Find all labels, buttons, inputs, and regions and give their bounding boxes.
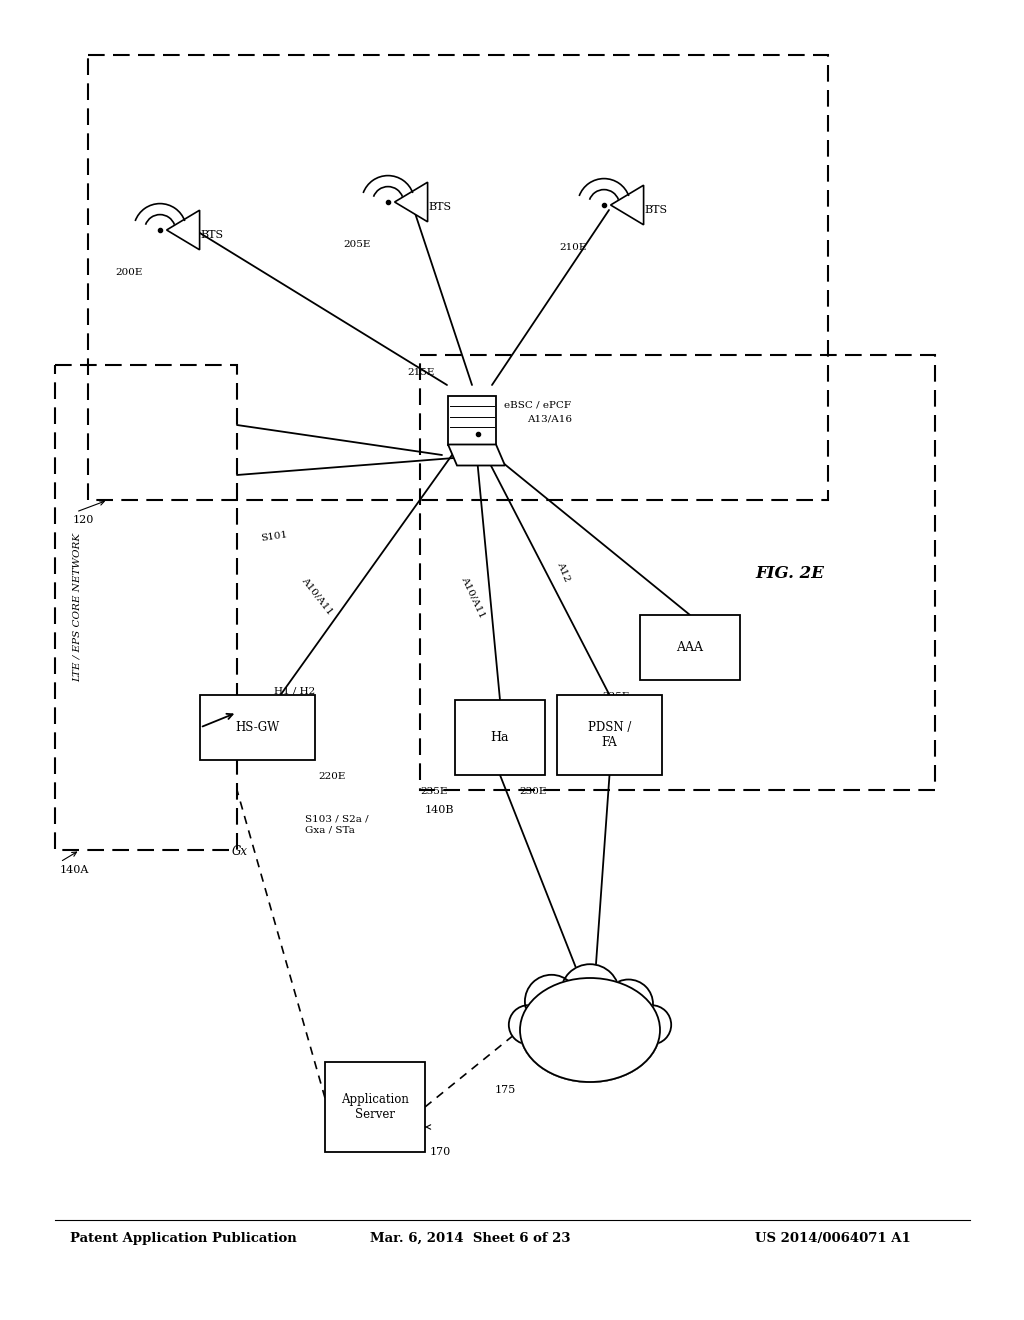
Text: Ha: Ha: [490, 731, 509, 744]
Text: 205E: 205E: [343, 240, 371, 249]
Circle shape: [509, 1006, 548, 1044]
Text: BTS: BTS: [644, 205, 667, 215]
Text: 120: 120: [73, 515, 94, 525]
Text: PDSN /
FA: PDSN / FA: [588, 721, 631, 748]
Text: 215E: 215E: [407, 368, 434, 378]
Polygon shape: [610, 185, 644, 224]
Text: S103 / S2a /
Gxa / STa: S103 / S2a / Gxa / STa: [305, 814, 369, 834]
Text: 170: 170: [430, 1147, 452, 1158]
Text: H1 / H2: H1 / H2: [274, 686, 315, 696]
Text: Gx: Gx: [232, 845, 248, 858]
Text: US 2014/0064071 A1: US 2014/0064071 A1: [755, 1232, 910, 1245]
Polygon shape: [394, 182, 428, 222]
Text: 175: 175: [495, 1085, 516, 1096]
Circle shape: [525, 974, 579, 1028]
Text: A10/A11: A10/A11: [300, 576, 335, 616]
Text: S101: S101: [260, 531, 288, 543]
Text: 200E: 200E: [115, 268, 142, 277]
Bar: [325, 1063, 425, 1152]
Text: A13/A16: A13/A16: [527, 414, 572, 424]
Text: HS-GW: HS-GW: [236, 721, 280, 734]
Text: AAA: AAA: [677, 642, 703, 653]
Text: Patent Application Publication: Patent Application Publication: [70, 1232, 297, 1245]
Bar: [449, 396, 496, 445]
Ellipse shape: [520, 978, 660, 1082]
Text: A12: A12: [555, 560, 571, 582]
Bar: [420, 355, 935, 789]
Bar: [557, 696, 662, 775]
Text: A10/A11: A10/A11: [460, 576, 487, 619]
Text: Internet: Internet: [565, 1019, 614, 1031]
Bar: [55, 366, 237, 850]
Text: 235E: 235E: [420, 787, 447, 796]
Text: LTE / EPS CORE NETWORK: LTE / EPS CORE NETWORK: [73, 533, 82, 682]
Text: 140B: 140B: [425, 805, 455, 814]
Text: 225E: 225E: [602, 692, 630, 701]
Bar: [640, 615, 740, 680]
Text: FIG. 2E: FIG. 2E: [755, 565, 824, 582]
Text: 230E: 230E: [519, 787, 547, 796]
Polygon shape: [449, 445, 505, 466]
Bar: [455, 700, 545, 775]
Circle shape: [560, 964, 620, 1023]
Text: Mar. 6, 2014  Sheet 6 of 23: Mar. 6, 2014 Sheet 6 of 23: [370, 1232, 570, 1245]
Text: Application
Server: Application Server: [341, 1093, 409, 1121]
Text: 140A: 140A: [60, 865, 89, 875]
Ellipse shape: [520, 978, 660, 1082]
Bar: [200, 696, 315, 760]
Text: eBSC / ePCF: eBSC / ePCF: [504, 400, 571, 409]
Text: BTS: BTS: [428, 202, 452, 213]
Text: 220E: 220E: [318, 772, 345, 781]
Circle shape: [632, 1006, 671, 1044]
Bar: [88, 55, 828, 500]
Polygon shape: [167, 210, 200, 249]
Text: BTS: BTS: [200, 230, 223, 240]
Circle shape: [604, 979, 653, 1028]
Text: 210E: 210E: [559, 243, 587, 252]
